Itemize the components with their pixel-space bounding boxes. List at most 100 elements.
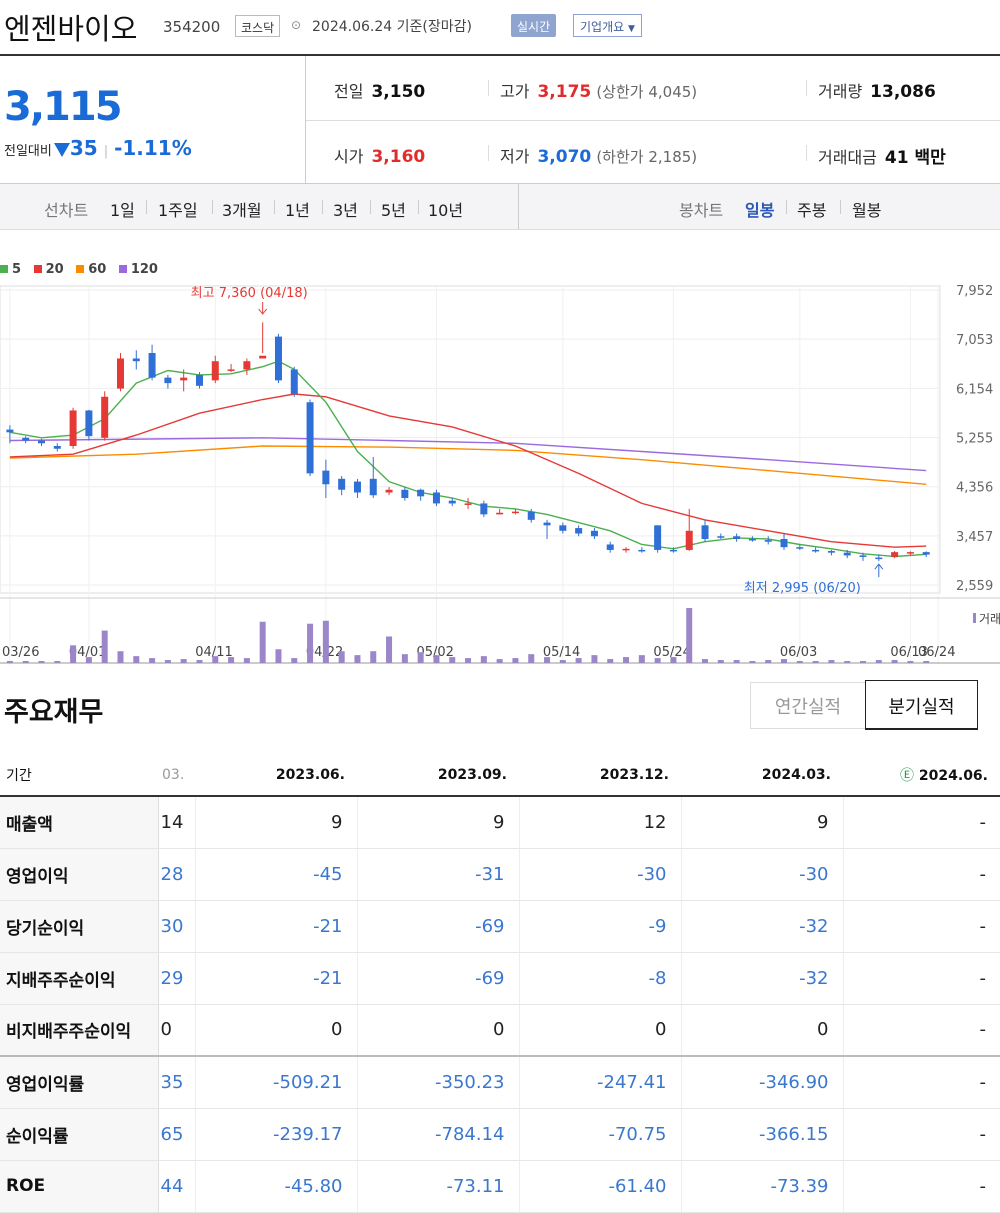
candle-body <box>875 557 883 560</box>
volume-bar <box>196 660 203 663</box>
volume-bar <box>528 654 535 663</box>
x-tick-label: 05/02 <box>416 645 453 660</box>
table-cell: - <box>843 1160 1000 1213</box>
legend-ma20: 20 <box>33 262 64 277</box>
volume-bar <box>607 659 614 663</box>
candle-body <box>922 552 930 555</box>
table-cell: -30 <box>519 848 682 901</box>
candle-daily[interactable]: 일봉 <box>745 201 775 220</box>
period-5y[interactable]: 5년 <box>381 201 406 220</box>
financials-table: 기간 03. 2023.06. 2023.09. 2023.12. 2024.0… <box>0 754 1000 1213</box>
column-header: 2023.12. <box>519 754 681 797</box>
volume-bar <box>654 658 661 663</box>
prev-close: 전일 3,150 <box>334 78 425 102</box>
x-tick-label: 04/01 <box>69 645 106 660</box>
price-chart[interactable]: 7,952 7,053 6,154 5,255 4,356 3,457 2,559 03/26… <box>0 280 1000 675</box>
y-tick-label: 4,356 <box>956 481 993 496</box>
candle-body <box>511 511 519 514</box>
ma5-line <box>9 360 927 558</box>
volume-bar <box>670 657 677 663</box>
legend-swatch <box>118 265 127 273</box>
period-header: 기간 <box>0 754 158 797</box>
company-info-dropdown[interactable]: 기업개요 ▼ <box>573 14 642 37</box>
quote-panel: 3,115 전일대비 35 | -1.11% 전일 3,150 시가 3,160 고가 3,… <box>0 54 1000 184</box>
candle-body <box>227 369 235 371</box>
divider: | <box>103 144 109 159</box>
open-label: 시가 <box>334 147 364 166</box>
change-percent: -1.11% <box>114 136 192 160</box>
period-10y[interactable]: 10년 <box>428 201 464 220</box>
tab-annual[interactable]: 연간실적 <box>750 682 866 729</box>
row-label: 비지배주주순이익 <box>0 1004 159 1057</box>
table-cell: 0 <box>195 1004 358 1057</box>
volume-bar <box>386 636 393 663</box>
table-cell: - <box>843 1055 1000 1109</box>
candle-body <box>322 470 330 485</box>
volume-bar <box>733 660 740 663</box>
volume-legend-label: 거래 <box>979 612 1000 626</box>
table-row: 순이익률 65 -239.17 -784.14 -70.75 -366.15- <box>0 1108 1000 1161</box>
volume-bar <box>544 657 551 663</box>
open-value: 3,160 <box>371 147 426 167</box>
candle-body <box>891 552 899 558</box>
table-cell: - <box>843 1004 1000 1057</box>
candle-body <box>85 410 93 437</box>
candle-body <box>812 549 820 552</box>
volume-bar <box>591 655 598 663</box>
candle-body <box>669 549 677 552</box>
period-1w[interactable]: 1주일 <box>158 201 198 220</box>
volume-bar <box>117 651 124 663</box>
candle-body <box>432 492 440 504</box>
period-3m[interactable]: 3개월 <box>222 201 262 220</box>
volume-bar <box>322 620 329 663</box>
table-cell: - <box>843 848 1000 901</box>
realtime-button[interactable]: 실시간 <box>511 14 557 37</box>
legend-ma5: 5 <box>0 262 21 277</box>
tab-quarterly[interactable]: 분기실적 <box>865 680 978 730</box>
ma-legend: 5 20 60 120 <box>0 262 166 277</box>
volume-bar <box>433 655 440 663</box>
candle-body <box>638 549 646 552</box>
table-cell: - <box>843 1108 1000 1161</box>
y-tick-label: 2,559 <box>956 579 993 594</box>
volume-bar <box>512 658 519 663</box>
open-price: 시가 3,160 <box>334 143 425 167</box>
table-cell: 28 <box>158 848 196 901</box>
min-annotation: 최저 2,995 (06/20) <box>744 581 861 596</box>
period-3y[interactable]: 3년 <box>333 201 358 220</box>
candle-body <box>211 361 219 381</box>
volume-bar <box>101 630 108 663</box>
table-cell: -32 <box>681 952 844 1005</box>
volume-bar <box>702 659 709 663</box>
plot-area <box>0 285 941 594</box>
clock-icon: ⊙ <box>291 18 302 32</box>
change-value: 35 <box>69 136 98 160</box>
candle-monthly[interactable]: 월봉 <box>852 201 882 220</box>
volume-bar <box>860 661 867 663</box>
candle-weekly[interactable]: 주봉 <box>797 201 827 220</box>
volume-bar <box>243 658 250 663</box>
table-cell: -9 <box>519 900 682 953</box>
table-cell: 65 <box>158 1108 196 1161</box>
volume-bar <box>749 661 756 663</box>
prev-value: 3,150 <box>371 82 426 102</box>
candle-body <box>527 511 535 520</box>
line-chart-label: 선차트 <box>44 201 89 220</box>
table-cell: -247.41 <box>519 1055 682 1109</box>
table-cell: -21 <box>195 900 358 953</box>
x-tick-label: 03/26 <box>2 645 39 660</box>
table-row: 영업이익률 35 -509.21 -350.23 -247.41 -346.90- <box>0 1055 1000 1109</box>
period-1y[interactable]: 1년 <box>285 201 310 220</box>
volume-bar <box>575 658 582 663</box>
row-label: ROE <box>0 1160 159 1213</box>
lower-limit: (하한가 2,185) <box>596 148 698 166</box>
volume-bar <box>133 656 140 663</box>
legend-ma120: 120 <box>118 262 158 277</box>
period-1d[interactable]: 1일 <box>110 201 135 220</box>
y-tick-label: 7,053 <box>956 333 993 348</box>
volume-bar <box>370 651 377 663</box>
legend-swatch <box>0 265 8 273</box>
volume-bar <box>796 661 803 663</box>
table-cell: -73.11 <box>357 1160 520 1213</box>
table-cell: -21 <box>195 952 358 1005</box>
